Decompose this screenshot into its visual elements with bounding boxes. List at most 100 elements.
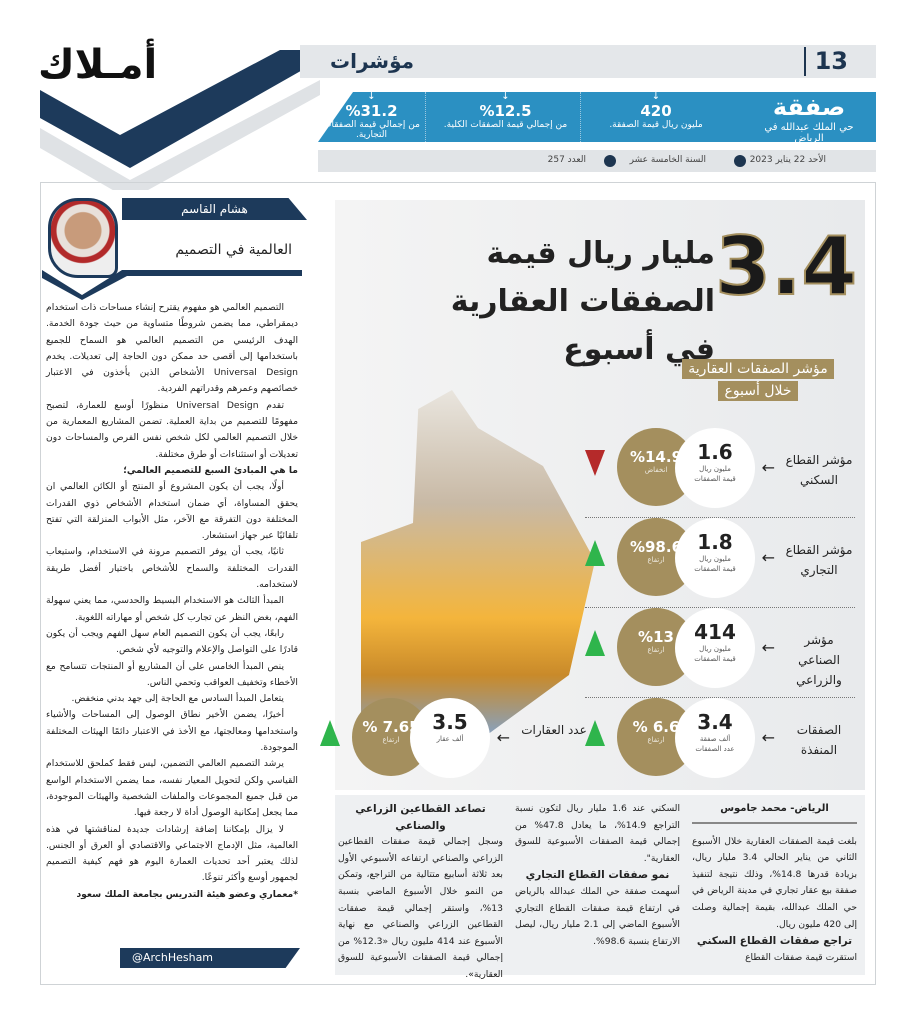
paragraph: استقرت قيمة صفقات القطاع	[745, 951, 857, 963]
percent-value: %98.6	[629, 538, 683, 556]
article-column: الرياض- محمد جاموس بلغت قيمة الصفقات الع…	[692, 801, 857, 966]
percent-circle: %14.9 انخفاض	[617, 428, 695, 506]
index-title-line: مؤشر الصفقات العقارية	[682, 359, 834, 379]
trend-up-icon	[585, 540, 605, 566]
index-title-line: خلال أسبوع	[718, 381, 798, 401]
author-footnote: *معماري وعضو هيئة التدريس بجامعة الملك س…	[76, 888, 298, 900]
author-avatar	[48, 198, 118, 278]
trend-down-icon	[585, 450, 605, 476]
arrow-down-icon: ↓	[367, 91, 376, 102]
value-circle: 1.6 مليون ريال قيمة الصفقات	[675, 428, 755, 508]
index-label: الصفقات المنفذة	[796, 723, 842, 757]
direction-label: ارتفاع	[647, 736, 665, 744]
unit: قيمة الصفقات	[694, 565, 736, 573]
unit: مليون ريال	[699, 645, 731, 653]
unit: ألف عقار	[436, 735, 464, 743]
bullet-icon	[604, 155, 616, 167]
paragraph: رابعًا، يجب أن يكون التصميم العام سهل ال…	[46, 627, 298, 656]
trend-up-icon	[585, 630, 605, 656]
subheading: نمو صفقات القطاع التجاري	[525, 869, 670, 882]
divider	[585, 607, 855, 608]
value-circle: 3.5 ألف عقار	[410, 698, 490, 778]
section-title: مؤشرات	[330, 49, 414, 73]
index-row: مؤشر القطاع التجاري ← %98.6 ارتفاع 1.8 ملي…	[575, 518, 855, 608]
article-column: السكني عند 1.6 مليار ريال لتكون نسبة الت…	[515, 801, 680, 950]
column-title: العالمية في التصميم	[175, 242, 292, 258]
subheading: ما هي المبادئ السبع للتصميم العالمي؛	[123, 464, 298, 476]
direction-label: ارتفاع	[647, 556, 665, 564]
value-circle: 3.4 ألف صفقة عدد الصفقات	[675, 698, 755, 778]
paragraph: أخيرًا، يضمن الأخير نطاق الوصول إلى المس…	[46, 709, 298, 754]
paragraph: ينص المبدأ الخامس على أن المشاريع أو الم…	[46, 660, 298, 688]
direction-label: انخفاض	[644, 466, 668, 474]
percent-value: %13	[638, 628, 674, 646]
stat-label: مليون ريال قيمة الصفقة.	[609, 120, 703, 130]
deal-subtitle: حي الملك عبدالله في الرياض	[764, 122, 854, 144]
paragraph: وسجل إجمالي قيمة صفقات القطاعين الزراعي …	[338, 836, 503, 980]
unit: مليون ريال	[699, 555, 731, 563]
paragraph: أسهمت صفقة حي الملك عبدالله بالرياض في ا…	[515, 885, 680, 947]
stat-value: %31.2	[345, 102, 398, 120]
paragraph: السكني عند 1.6 مليار ريال لتكون نسبة الت…	[515, 803, 680, 864]
column-body: التصميم العالمي هو مفهوم يقترح إنشاء مسا…	[46, 300, 298, 903]
logo: أمـلاك	[38, 42, 159, 88]
index-row: عدد العقارات ← % 7.65 ارتفاع 3.5 ألف عقار	[320, 698, 590, 788]
paragraph: يرشد التصميم العالمي التضمين، ليس فقط كم…	[46, 758, 298, 819]
arrow-left-icon: ←	[496, 728, 510, 747]
arrow-down-icon: ↓	[501, 91, 510, 102]
value-circle: 1.8 مليون ريال قيمة الصفقات	[675, 518, 755, 598]
infographic: 3.4 مليار ريال قيمة الصفقات العقارية في …	[320, 200, 865, 790]
index-label: عدد العقارات	[521, 723, 587, 737]
index-value: 3.4	[697, 710, 733, 734]
unit: مليون ريال	[699, 465, 731, 473]
top-bar: مؤشرات 13	[300, 45, 876, 78]
subheading: تصاعد القطاعين الزراعي والصناعي	[355, 803, 486, 832]
paragraph: بلغت قيمة الصفقات العقارية خلال الأسبوع …	[692, 835, 858, 930]
date: الأحد 22 يناير 2023	[749, 155, 826, 165]
index-row: مؤشر الصناعي والزراعي ← %13 ارتفاع 414 ملي…	[575, 608, 855, 698]
index-row: الصفقات المنفذة ← % 6.6 ارتفاع 3.4 ألف صفق…	[575, 698, 855, 788]
index-value: 1.8	[697, 530, 733, 554]
index-value: 414	[694, 620, 736, 644]
direction-label: ارتفاع	[647, 646, 665, 654]
headline: مليار ريال قيمة الصفقات العقارية في أسبو…	[450, 236, 715, 367]
divider	[804, 47, 806, 76]
stat-label: من إجمالي قيمة الصفقات الكلية.	[443, 120, 568, 130]
index-title: مؤشر الصفقات العقارية خلال أسبوع	[673, 358, 843, 402]
arrow-down-icon: ↓	[651, 91, 661, 102]
article: الرياض- محمد جاموس بلغت قيمة الصفقات الع…	[335, 795, 865, 980]
percent-value: %14.9	[629, 448, 683, 466]
content-frame	[40, 182, 876, 985]
trend-up-icon	[585, 720, 605, 746]
paragraph: المبدأ الثالث هو الاستخدام البسيط والحدس…	[46, 595, 298, 623]
stat-item: ↓ 420 مليون ريال قيمة الصفقة.	[596, 92, 716, 142]
arrow-left-icon: ←	[761, 638, 775, 657]
unit: عدد الصفقات	[695, 745, 735, 753]
value-circle: 414 مليون ريال قيمة الصفقات	[675, 608, 755, 688]
column-chevron-decoration	[42, 270, 302, 300]
twitter-handle[interactable]: @ArchHesham	[120, 948, 300, 968]
paragraph: التصميم العالمي هو مفهوم يقترح إنشاء مسا…	[46, 302, 298, 395]
index-value: 1.6	[697, 440, 733, 464]
deal-title: صفقة حي الملك عبدالله في الرياض	[754, 92, 864, 144]
year: السنة الخامسة عشر	[629, 155, 706, 165]
dateline: الأحد 22 يناير 2023 السنة الخامسة عشر ال…	[318, 150, 876, 172]
stat-value: %12.5	[479, 102, 532, 120]
index-label: مؤشر الصناعي والزراعي	[796, 633, 842, 687]
divider	[585, 697, 855, 698]
index-label: مؤشر القطاع السكني	[785, 453, 853, 487]
stat-value: 420	[640, 102, 672, 120]
big-number: 3.4	[714, 219, 858, 314]
index-row: مؤشر القطاع السكني ← %14.9 انخفاض 1.6 مليو…	[575, 428, 855, 518]
paragraph: يتعامل المبدأ السادس مع الحاجة إلى جهد ب…	[71, 693, 284, 705]
unit: ألف صفقة	[699, 735, 731, 743]
paragraph: ثانيًا، يجب أن يوفر التصميم مرونة في الا…	[46, 546, 298, 591]
percent-value: % 7.65	[362, 718, 420, 736]
divider	[692, 821, 857, 824]
header-chevron-decoration	[40, 50, 320, 190]
article-column: تصاعد القطاعين الزراعي والصناعي وسجل إجم…	[338, 801, 503, 984]
issue-number: العدد 257	[547, 155, 586, 165]
arrow-left-icon: ←	[761, 548, 775, 567]
stat-label: من إجمالي قيمة الصفقات التجارية.	[323, 120, 420, 140]
paragraph: أولًا، يجب أن يكون المشروع أو المنتج أو …	[46, 481, 298, 542]
